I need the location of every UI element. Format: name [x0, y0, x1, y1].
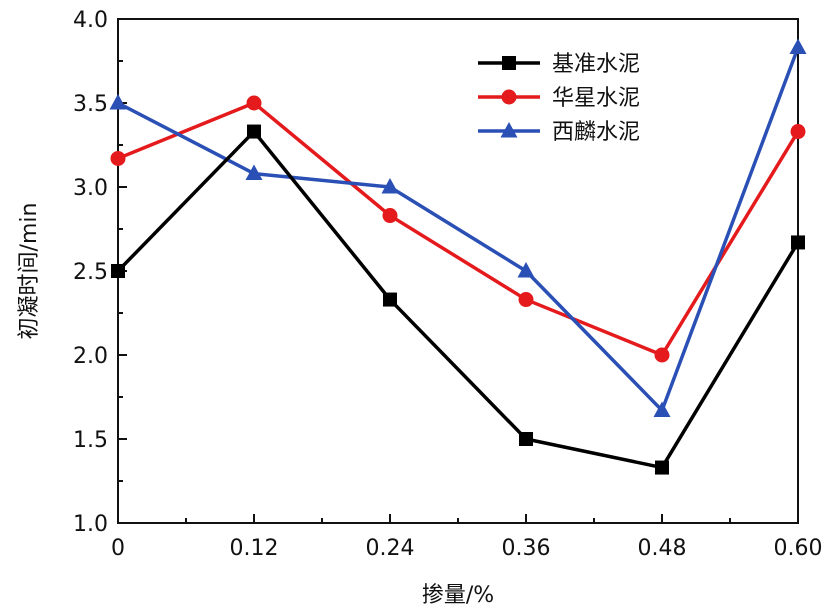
legend-label: 基准水泥 [552, 52, 640, 77]
series-line [116, 129, 800, 470]
legend-marker [500, 122, 518, 138]
data-point [245, 164, 263, 181]
data-point [382, 208, 398, 224]
legend-label: 华星水泥 [552, 86, 640, 111]
x-tick-label: 0.12 [230, 536, 279, 561]
x-tick-label: 0.48 [638, 536, 687, 561]
legend-marker [502, 56, 516, 70]
axes: 1.0 1.5 2.0 2.5 3.0 3.5 4.0 0 0.12 0.24 0.36 0.48 0.… [73, 8, 822, 561]
legend-marker [501, 89, 517, 105]
plot-frame [117, 18, 799, 524]
x-axis-title: 掺量/% [422, 583, 494, 608]
y-tick-label: 3.5 [73, 92, 108, 117]
legend-item: 基准水泥 [478, 52, 640, 77]
series-3 [109, 38, 807, 417]
data-point [383, 292, 397, 307]
data-point [518, 292, 534, 308]
legend-item: 西麟水泥 [478, 120, 640, 145]
x-tick-label: 0.60 [774, 536, 823, 561]
data-point [111, 264, 125, 278]
data-point [789, 38, 807, 55]
legend-item: 华星水泥 [478, 86, 640, 111]
legend-label: 西麟水泥 [552, 120, 640, 145]
series-line [117, 46, 800, 413]
data-point [247, 124, 261, 139]
y-tick-label: 1.5 [73, 428, 108, 453]
data-point [655, 460, 669, 475]
data-point [791, 235, 805, 250]
y-tick-label: 2.0 [73, 344, 108, 369]
x-tick-label: 0.24 [366, 536, 415, 561]
data-point [110, 150, 126, 166]
x-tick-label: 0 [111, 536, 125, 561]
data-point [654, 347, 670, 363]
x-tick-label: 0.36 [502, 536, 551, 561]
data-point [381, 178, 399, 194]
series-group [109, 38, 807, 475]
data-point [517, 262, 535, 278]
data-point [653, 401, 671, 417]
y-tick-label: 4.0 [73, 8, 108, 33]
series-line [117, 101, 800, 357]
y-tick-label: 1.0 [73, 512, 108, 537]
series-2 [110, 95, 806, 363]
data-point [790, 124, 806, 140]
data-point [109, 94, 127, 110]
y-tick-label: 2.5 [73, 260, 108, 285]
y-tick-label: 3.0 [73, 176, 108, 201]
data-point [519, 432, 533, 446]
series-1 [111, 124, 805, 475]
y-axis-title: 初凝时间/min [17, 203, 42, 340]
data-point [246, 95, 262, 111]
